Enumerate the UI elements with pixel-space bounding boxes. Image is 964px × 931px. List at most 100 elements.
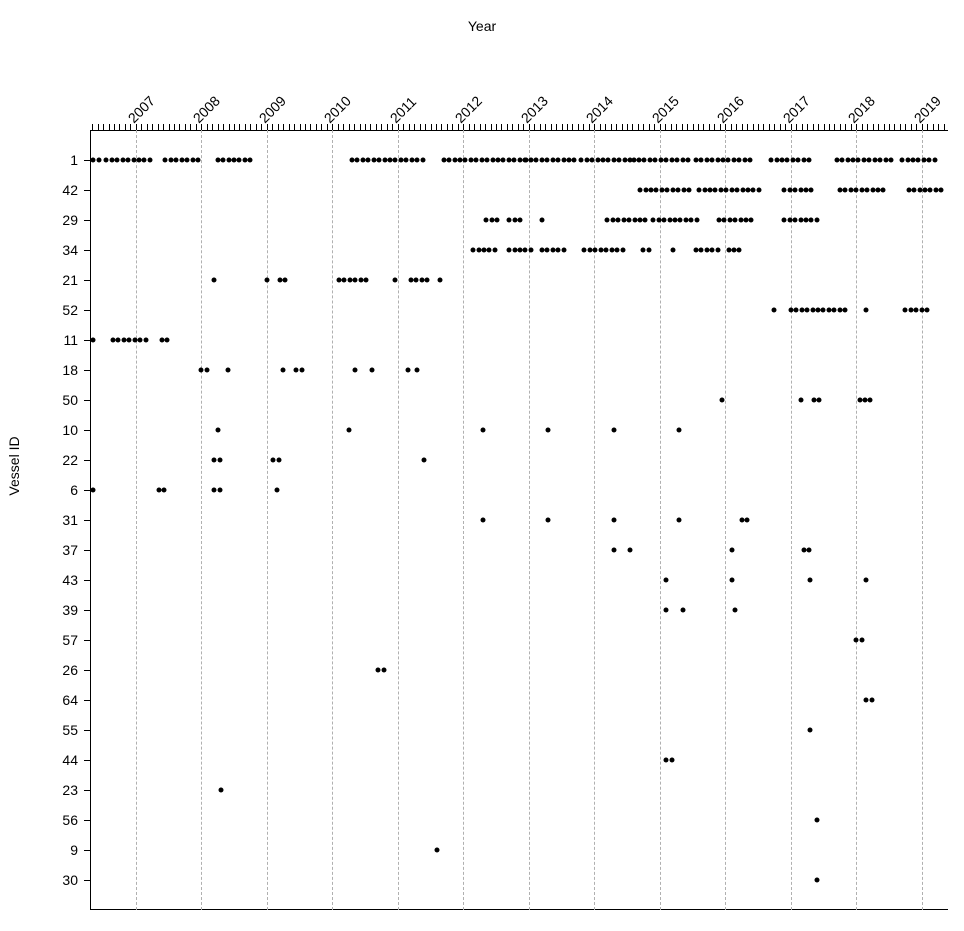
x-minor-tick (911, 124, 912, 130)
x-minor-tick (540, 124, 541, 130)
data-point (91, 158, 96, 163)
x-minor-tick (174, 124, 175, 130)
x-minor-tick (763, 124, 764, 130)
data-point (622, 158, 627, 163)
x-minor-tick (420, 124, 421, 130)
data-point (299, 368, 304, 373)
data-point (425, 278, 430, 283)
data-point (528, 158, 533, 163)
y-tick-label: 57 (0, 632, 78, 648)
x-tick-label: 2018 (845, 93, 878, 126)
data-point (749, 218, 754, 223)
x-minor-tick (884, 124, 885, 130)
x-minor-tick (283, 124, 284, 130)
data-point (881, 188, 886, 193)
data-point (704, 158, 709, 163)
data-point (843, 188, 848, 193)
x-minor-tick (512, 124, 513, 130)
data-point (242, 158, 247, 163)
y-tick (84, 160, 90, 161)
data-point (815, 878, 820, 883)
data-point (546, 428, 551, 433)
y-tick (84, 610, 90, 611)
data-point (115, 158, 120, 163)
data-point (694, 218, 699, 223)
y-tick (84, 850, 90, 851)
data-point (165, 338, 170, 343)
data-point (572, 158, 577, 163)
data-point (733, 218, 738, 223)
y-tick (84, 190, 90, 191)
x-minor-tick (158, 124, 159, 130)
data-point (716, 218, 721, 223)
x-minor-tick (458, 124, 459, 130)
data-point (925, 308, 930, 313)
x-tick-label: 2009 (256, 93, 289, 126)
data-point (641, 248, 646, 253)
data-point (863, 398, 868, 403)
data-point (673, 218, 678, 223)
x-minor-tick (278, 124, 279, 130)
data-point (550, 248, 555, 253)
x-minor-tick (622, 124, 623, 130)
x-minor-tick (643, 124, 644, 130)
data-point (653, 158, 658, 163)
data-point (190, 158, 195, 163)
data-point (447, 158, 452, 163)
x-minor-tick (179, 124, 180, 130)
data-point (281, 368, 286, 373)
data-point (804, 218, 809, 223)
data-point (485, 158, 490, 163)
data-point (212, 488, 217, 493)
data-point (742, 158, 747, 163)
data-point (163, 158, 168, 163)
data-point (342, 278, 347, 283)
data-point (664, 158, 669, 163)
x-minor-tick (338, 124, 339, 130)
x-minor-tick (583, 124, 584, 130)
data-point (681, 188, 686, 193)
data-point (381, 668, 386, 673)
data-point (857, 398, 862, 403)
data-point (490, 158, 495, 163)
data-point (664, 608, 669, 613)
data-point (611, 518, 616, 523)
data-point (358, 278, 363, 283)
data-point (642, 158, 647, 163)
data-point (621, 218, 626, 223)
data-point (699, 158, 704, 163)
y-tick-label: 18 (0, 362, 78, 378)
data-point (883, 158, 888, 163)
data-point (854, 188, 859, 193)
y-tick-label: 42 (0, 182, 78, 198)
x-minor-tick (933, 124, 934, 130)
data-point (632, 218, 637, 223)
data-point (615, 248, 620, 253)
y-tick (84, 700, 90, 701)
x-minor-tick (414, 124, 415, 130)
x-minor-tick (125, 124, 126, 130)
data-point (550, 158, 555, 163)
x-minor-tick (234, 124, 235, 130)
x-minor-tick (300, 124, 301, 130)
y-tick-label: 52 (0, 302, 78, 318)
x-minor-tick (742, 124, 743, 130)
data-point (647, 158, 652, 163)
x-minor-tick (562, 124, 563, 130)
x-minor-tick (190, 124, 191, 130)
data-point (96, 158, 101, 163)
data-point (369, 368, 374, 373)
data-point (377, 158, 382, 163)
data-point (669, 158, 674, 163)
data-point (906, 188, 911, 193)
data-point (662, 218, 667, 223)
y-tick-label: 31 (0, 512, 78, 528)
data-point (441, 158, 446, 163)
data-point (864, 578, 869, 583)
data-point (809, 218, 814, 223)
x-minor-tick (567, 124, 568, 130)
x-minor-tick (147, 124, 148, 130)
data-point (872, 158, 877, 163)
y-tick (84, 820, 90, 821)
data-point (376, 668, 381, 673)
